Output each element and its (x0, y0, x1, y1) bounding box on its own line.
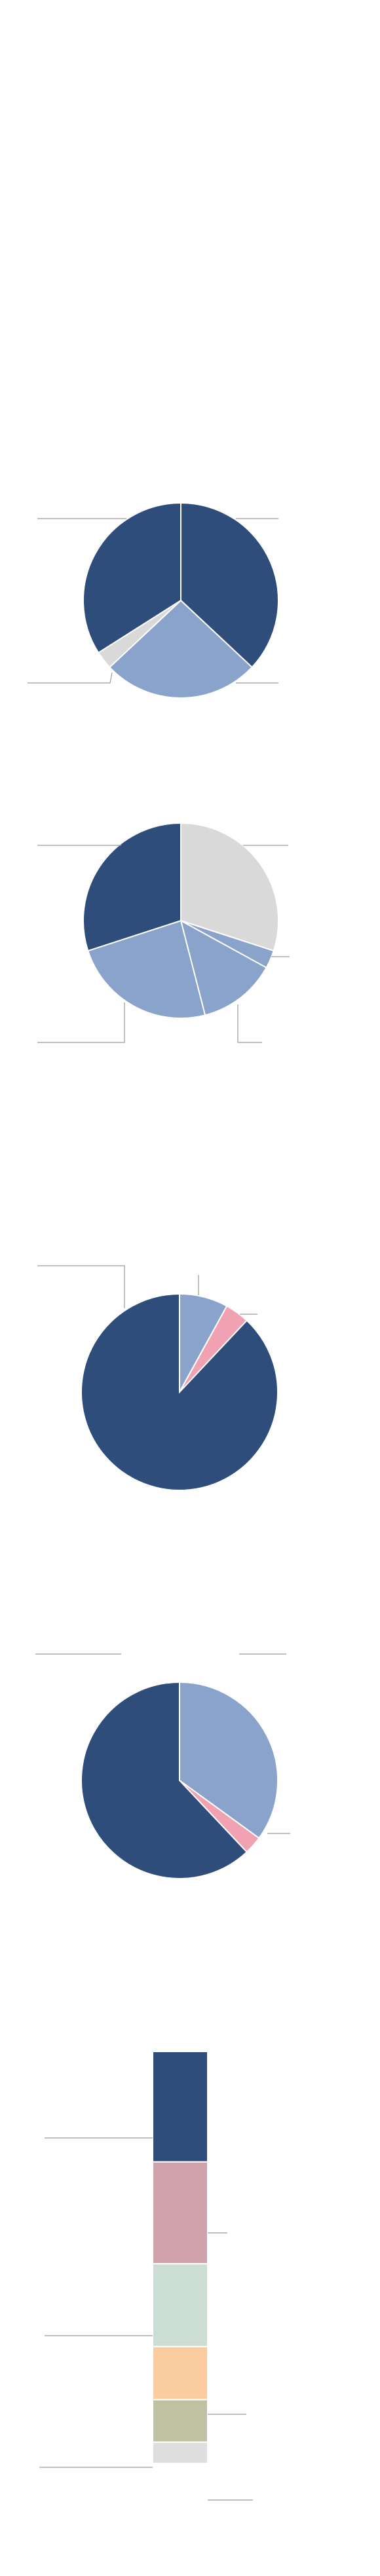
pie-1-slice-2 (108, 599, 254, 699)
pie-4-slice-3 (81, 1681, 248, 1879)
pie-chart-3 (81, 1293, 279, 1491)
bar-segment-5 (152, 2399, 208, 2443)
leader-line-9 (237, 1004, 262, 1043)
pie-1-slice-1 (180, 502, 279, 669)
pie-chart-1 (83, 502, 279, 699)
leader-line-10 (37, 1265, 125, 1308)
bar-segment-2 (152, 2161, 208, 2265)
leader-lines (28, 518, 290, 2501)
pie-chart-4 (81, 1681, 278, 1879)
pie-2-slice-5 (83, 822, 181, 952)
bar-segment-6 (152, 2441, 208, 2465)
pie-2-slice-3 (180, 919, 267, 1016)
bar-segment-3 (152, 2263, 208, 2347)
pie-2-slice-4 (87, 919, 206, 1019)
pie-3-slice-3 (81, 1293, 279, 1491)
bar-segment-1 (152, 2051, 208, 2163)
pie-2-slice-1 (180, 822, 279, 952)
leader-line-8 (37, 1003, 125, 1043)
leader-line-4 (28, 672, 113, 684)
stacked-bar-chart (152, 2051, 208, 2465)
pie-1-slice-4 (83, 502, 181, 654)
pie-4-slice-1 (179, 1681, 278, 1839)
bar-segment-4 (152, 2346, 208, 2401)
pie-chart-2 (83, 822, 279, 1019)
